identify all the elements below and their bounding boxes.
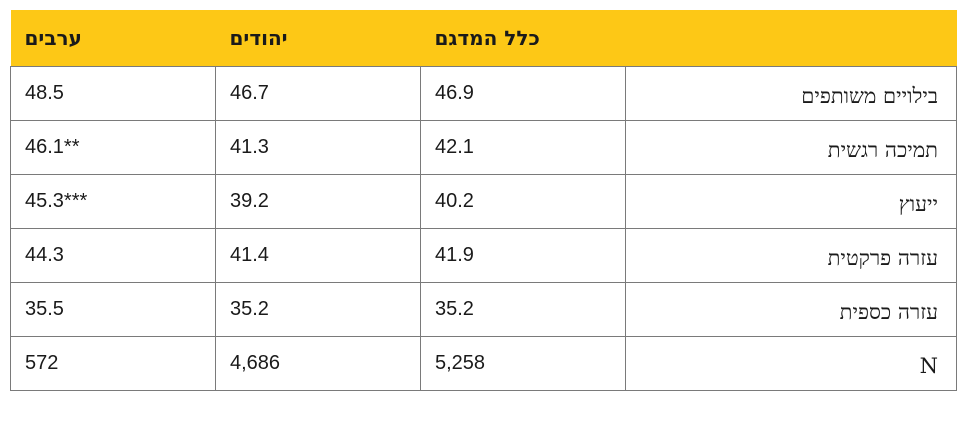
cell-jews: 39.2 (215, 173, 421, 229)
table-row: בילויים משותפים 46.9 46.7 48.5 (10, 65, 957, 121)
header-jews: יהודים (229, 25, 288, 50)
table-row: תמיכה רגשית 42.1 41.3 46.1** (10, 119, 957, 175)
cell-arabs: 572 (10, 335, 216, 391)
table-header-row: כלל המדגם יהודים ערבים (10, 10, 957, 66)
table-row: ייעוץ 40.2 39.2 45.3*** (10, 173, 957, 229)
cell-arabs: 44.3 (10, 227, 216, 283)
cell-total: 40.2 (420, 173, 626, 229)
table-row-n: N 5,258 4,686 572 (10, 335, 957, 391)
cell-jews: 35.2 (215, 281, 421, 337)
row-label: עזרה פרקטית (625, 227, 957, 283)
row-label: עזרה כספית (625, 281, 957, 337)
cell-arabs: 46.1** (10, 119, 216, 175)
cell-arabs: 48.5 (10, 65, 216, 121)
cell-total: 46.9 (420, 65, 626, 121)
row-label: בילויים משותפים (625, 65, 957, 121)
survey-table: כלל המדגם יהודים ערבים בילויים משותפים 4… (10, 10, 957, 391)
row-label: ייעוץ (625, 173, 957, 229)
cell-jews: 4,686 (215, 335, 421, 391)
header-row-label (626, 10, 957, 66)
cell-jews: 46.7 (215, 65, 421, 121)
cell-total: 35.2 (420, 281, 626, 337)
cell-arabs: 45.3*** (10, 173, 216, 229)
cell-total: 41.9 (420, 227, 626, 283)
data-table-container: כלל המדגם יהודים ערבים בילויים משותפים 4… (10, 10, 957, 391)
row-label: תמיכה רגשית (625, 119, 957, 175)
cell-jews: 41.3 (215, 119, 421, 175)
table-row: עזרה כספית 35.2 35.2 35.5 (10, 281, 957, 337)
header-total: כלל המדגם (434, 25, 540, 50)
row-label-n: N (625, 335, 957, 391)
header-arabs: ערבים (24, 25, 82, 50)
cell-jews: 41.4 (215, 227, 421, 283)
table-row: עזרה פרקטית 41.9 41.4 44.3 (10, 227, 957, 283)
cell-total: 42.1 (420, 119, 626, 175)
cell-total: 5,258 (420, 335, 626, 391)
cell-arabs: 35.5 (10, 281, 216, 337)
